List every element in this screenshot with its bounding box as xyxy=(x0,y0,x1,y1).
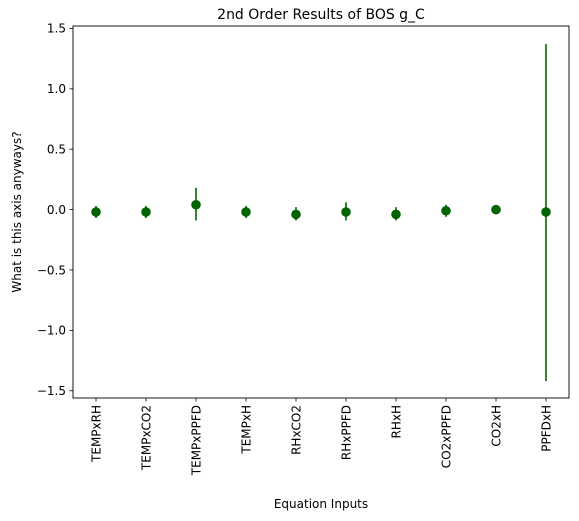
data-point xyxy=(441,205,451,216)
y-axis-label: What is this axis anyways? xyxy=(10,131,24,292)
data-point xyxy=(391,209,401,220)
y-tick-label: 0.5 xyxy=(47,142,66,156)
data-point xyxy=(241,207,251,217)
x-tick-label: RHxPPFD xyxy=(339,405,353,460)
data-marks xyxy=(91,44,551,382)
y-axis: 1.5 1.0 0.5 0.0 −0.5 −1.0 −1.5 xyxy=(37,22,73,398)
x-tick-label: RHxCO2 xyxy=(289,405,303,455)
x-tick-label: CO2xH xyxy=(489,405,503,447)
x-tick-label: TEMPxRH xyxy=(89,405,103,463)
x-tick-label: PPFDxH xyxy=(539,405,553,452)
data-point xyxy=(141,207,151,217)
chart-title: 2nd Order Results of BOS g_C xyxy=(217,7,425,23)
x-tick-label: RHxH xyxy=(389,405,403,439)
x-axis: TEMPxRH TEMPxCO2 TEMPxPPFD TEMPxH RHxCO2 RHxP… xyxy=(89,398,553,476)
x-axis-label: Equation Inputs xyxy=(274,497,368,511)
data-point xyxy=(341,207,351,217)
y-tick-label: −1.0 xyxy=(37,324,66,338)
x-tick-label: CO2xPPFD xyxy=(439,405,453,468)
x-tick-label: TEMPxCO2 xyxy=(139,405,153,471)
data-point xyxy=(91,207,101,217)
data-point xyxy=(541,207,551,217)
data-point xyxy=(191,199,201,210)
y-tick-label: 0.0 xyxy=(47,203,66,217)
x-tick-label: TEMPxPPFD xyxy=(189,405,203,476)
y-tick-label: 1.5 xyxy=(47,22,66,36)
plot-area-frame xyxy=(72,25,570,399)
x-tick-label: TEMPxH xyxy=(239,405,253,455)
y-tick-label: 1.0 xyxy=(47,82,66,96)
data-point xyxy=(291,209,301,220)
y-tick-label: −0.5 xyxy=(37,263,66,277)
data-point xyxy=(491,204,501,215)
y-tick-label: −1.5 xyxy=(37,384,66,398)
